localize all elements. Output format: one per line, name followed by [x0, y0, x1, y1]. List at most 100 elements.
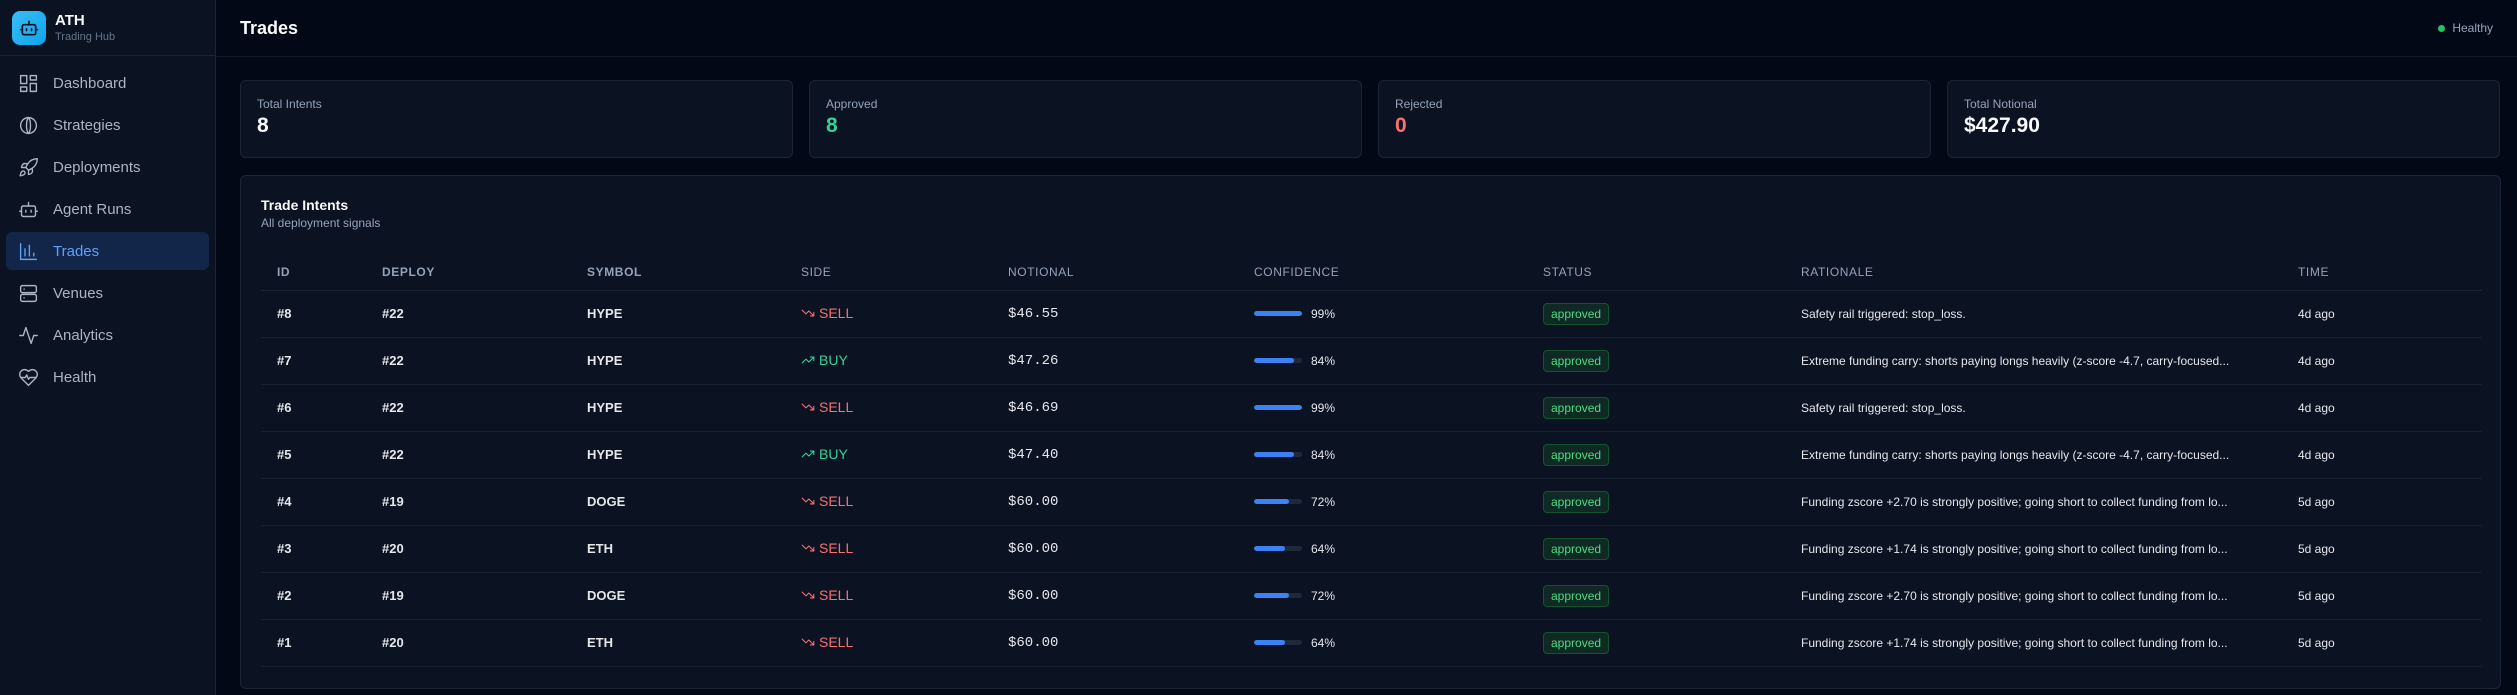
cell-notional: $47.40: [1008, 431, 1254, 479]
table-row[interactable]: #4 #19 DOGE SELL $60.00 72% approved Funding zs…: [261, 478, 2482, 526]
confidence-bar-fill: [1254, 358, 1295, 363]
confidence-bar-fill: [1254, 499, 1289, 504]
panel-subtitle: All deployment signals: [261, 216, 381, 230]
table-row[interactable]: #2 #19 DOGE SELL $60.00 72% approved Funding zs…: [261, 572, 2482, 620]
status-dot-icon: [2438, 24, 2446, 32]
cell-rationale: Funding zscore +1.74 is strongly positiv…: [1801, 525, 2298, 573]
status-badge: approved: [1543, 631, 1610, 654]
column-header-confidence[interactable]: CONFIDENCE: [1254, 254, 1543, 291]
confidence-bar-fill: [1254, 311, 1302, 316]
cell-rationale: Funding zscore +2.70 is strongly positiv…: [1801, 478, 2298, 526]
status-badge: approved: [1543, 584, 1610, 607]
status-badge: approved: [1543, 396, 1610, 419]
column-header-id[interactable]: ID: [261, 254, 382, 291]
cell-status: approved: [1543, 525, 1801, 573]
cell-time: 4d ago: [2298, 384, 2482, 432]
cell-symbol: DOGE: [587, 572, 801, 620]
confidence-bar: [1254, 546, 1302, 551]
cell-deploy: #20: [382, 619, 587, 667]
side-indicator: SELL: [801, 399, 853, 415]
confidence-bar-fill: [1254, 452, 1295, 457]
table-row[interactable]: #7 #22 HYPE BUY $47.26 84% approved Extreme fun…: [261, 337, 2482, 385]
table-row[interactable]: #5 #22 HYPE BUY $47.40 84% approved Extreme fun…: [261, 431, 2482, 479]
confidence-bar: [1254, 358, 1302, 363]
cell-confidence: 64%: [1254, 619, 1543, 667]
side-label: BUY: [819, 351, 848, 368]
table-row[interactable]: #8 #22 HYPE SELL $46.55 99% approved Safety rai…: [261, 290, 2482, 338]
cell-notional: $60.00: [1008, 478, 1254, 526]
side-label: SELL: [819, 492, 854, 509]
trending-down-icon: [801, 635, 815, 649]
table-row[interactable]: #6 #22 HYPE SELL $46.69 99% approved Safety rai…: [261, 384, 2482, 432]
trades-table: ID DEPLOY SYMBOL SIDE NOTIONAL CONFIDENC…: [261, 254, 2482, 667]
confidence-label: 84%: [1311, 353, 1336, 368]
rationale-text: Funding zscore +2.70 is strongly positiv…: [1801, 588, 2228, 603]
side-label: SELL: [819, 586, 854, 603]
cell-notional: $60.00: [1008, 619, 1254, 667]
side-label: SELL: [819, 539, 854, 556]
sidebar-item-venues[interactable]: Venues: [6, 274, 209, 312]
cell-rationale: Extreme funding carry: shorts paying lon…: [1801, 337, 2298, 385]
cell-status: approved: [1543, 290, 1801, 338]
stat-card-total-notional: Total Notional $427.90: [1947, 80, 2500, 158]
side-indicator: BUY: [801, 446, 848, 462]
side-label: SELL: [819, 398, 854, 415]
sidebar-item-agent-runs[interactable]: Agent Runs: [6, 190, 209, 228]
column-header-notional[interactable]: NOTIONAL: [1008, 254, 1254, 291]
cell-status: approved: [1543, 619, 1801, 667]
stat-value: 0: [1395, 114, 1407, 137]
bot-logo-icon: [12, 10, 46, 45]
confidence-label: 64%: [1311, 635, 1336, 650]
sidebar-item-trades[interactable]: Trades: [6, 232, 209, 270]
cell-notional: $46.69: [1008, 384, 1254, 432]
sidebar-item-analytics[interactable]: Analytics: [6, 316, 209, 354]
cell-time: 5d ago: [2298, 572, 2482, 620]
table-row[interactable]: #3 #20 ETH SELL $60.00 64% approved Funding zsc…: [261, 525, 2482, 573]
cell-time: 4d ago: [2298, 337, 2482, 385]
confidence-bar: [1254, 405, 1302, 410]
sidebar-item-strategies[interactable]: Strategies: [6, 106, 209, 144]
column-header-symbol[interactable]: SYMBOL: [587, 254, 801, 291]
stat-card-approved: Approved 8: [809, 80, 1362, 158]
cell-symbol: HYPE: [587, 384, 801, 432]
strategies-icon: [17, 114, 39, 136]
column-header-time[interactable]: TIME: [2298, 254, 2482, 291]
cell-id: #8: [261, 290, 382, 338]
cell-symbol: HYPE: [587, 290, 801, 338]
confidence-bar: [1254, 640, 1302, 645]
sidebar-item-dashboard[interactable]: Dashboard: [6, 64, 209, 102]
sidebar-item-label: Deployments: [53, 158, 141, 176]
cell-id: #6: [261, 384, 382, 432]
dashboard-icon: [17, 72, 39, 94]
rationale-text: Funding zscore +1.74 is strongly positiv…: [1801, 635, 2228, 650]
cell-confidence: 84%: [1254, 337, 1543, 385]
activity-icon: [17, 324, 39, 346]
cell-notional: $47.26: [1008, 337, 1254, 385]
sidebar-item-label: Venues: [53, 284, 104, 302]
column-header-side[interactable]: SIDE: [801, 254, 1008, 291]
column-header-rationale[interactable]: RATIONALE: [1801, 254, 2298, 291]
page-title: Trades: [240, 17, 299, 38]
cell-symbol: HYPE: [587, 337, 801, 385]
cell-time: 5d ago: [2298, 525, 2482, 573]
cell-side: SELL: [801, 478, 1008, 526]
sidebar-item-health[interactable]: Health: [6, 358, 209, 396]
confidence-label: 84%: [1311, 447, 1336, 462]
cell-confidence: 64%: [1254, 525, 1543, 573]
sidebar-item-deployments[interactable]: Deployments: [6, 148, 209, 186]
trending-down-icon: [801, 494, 815, 508]
brand[interactable]: ATH Trading Hub: [0, 0, 215, 56]
top-bar: Trades Healthy: [216, 0, 2517, 57]
cell-symbol: ETH: [587, 619, 801, 667]
column-header-status[interactable]: STATUS: [1543, 254, 1801, 291]
sidebar: ATH Trading Hub Dashboard Strategies Dep…: [0, 0, 216, 695]
sidebar-item-label: Analytics: [53, 326, 114, 344]
stat-card-total-intents: Total Intents 8: [240, 80, 793, 158]
column-header-deploy[interactable]: DEPLOY: [382, 254, 587, 291]
trending-down-icon: [801, 400, 815, 414]
cell-deploy: #22: [382, 290, 587, 338]
stat-card-rejected: Rejected 0: [1378, 80, 1931, 158]
confidence-label: 99%: [1311, 306, 1336, 321]
cell-side: SELL: [801, 525, 1008, 573]
table-row[interactable]: #1 #20 ETH SELL $60.00 64% approved Funding zsc…: [261, 619, 2482, 667]
